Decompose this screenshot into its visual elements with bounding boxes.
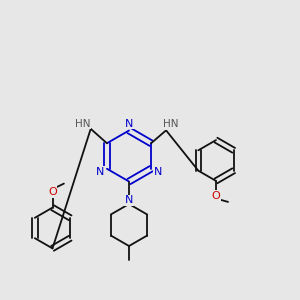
Text: O: O [212, 190, 220, 201]
Text: HN: HN [75, 119, 91, 129]
Text: N: N [154, 167, 162, 177]
Text: N: N [125, 119, 133, 129]
Text: N: N [125, 195, 133, 206]
Text: O: O [48, 187, 57, 197]
Text: HN: HN [164, 119, 179, 129]
Text: N: N [96, 167, 104, 177]
